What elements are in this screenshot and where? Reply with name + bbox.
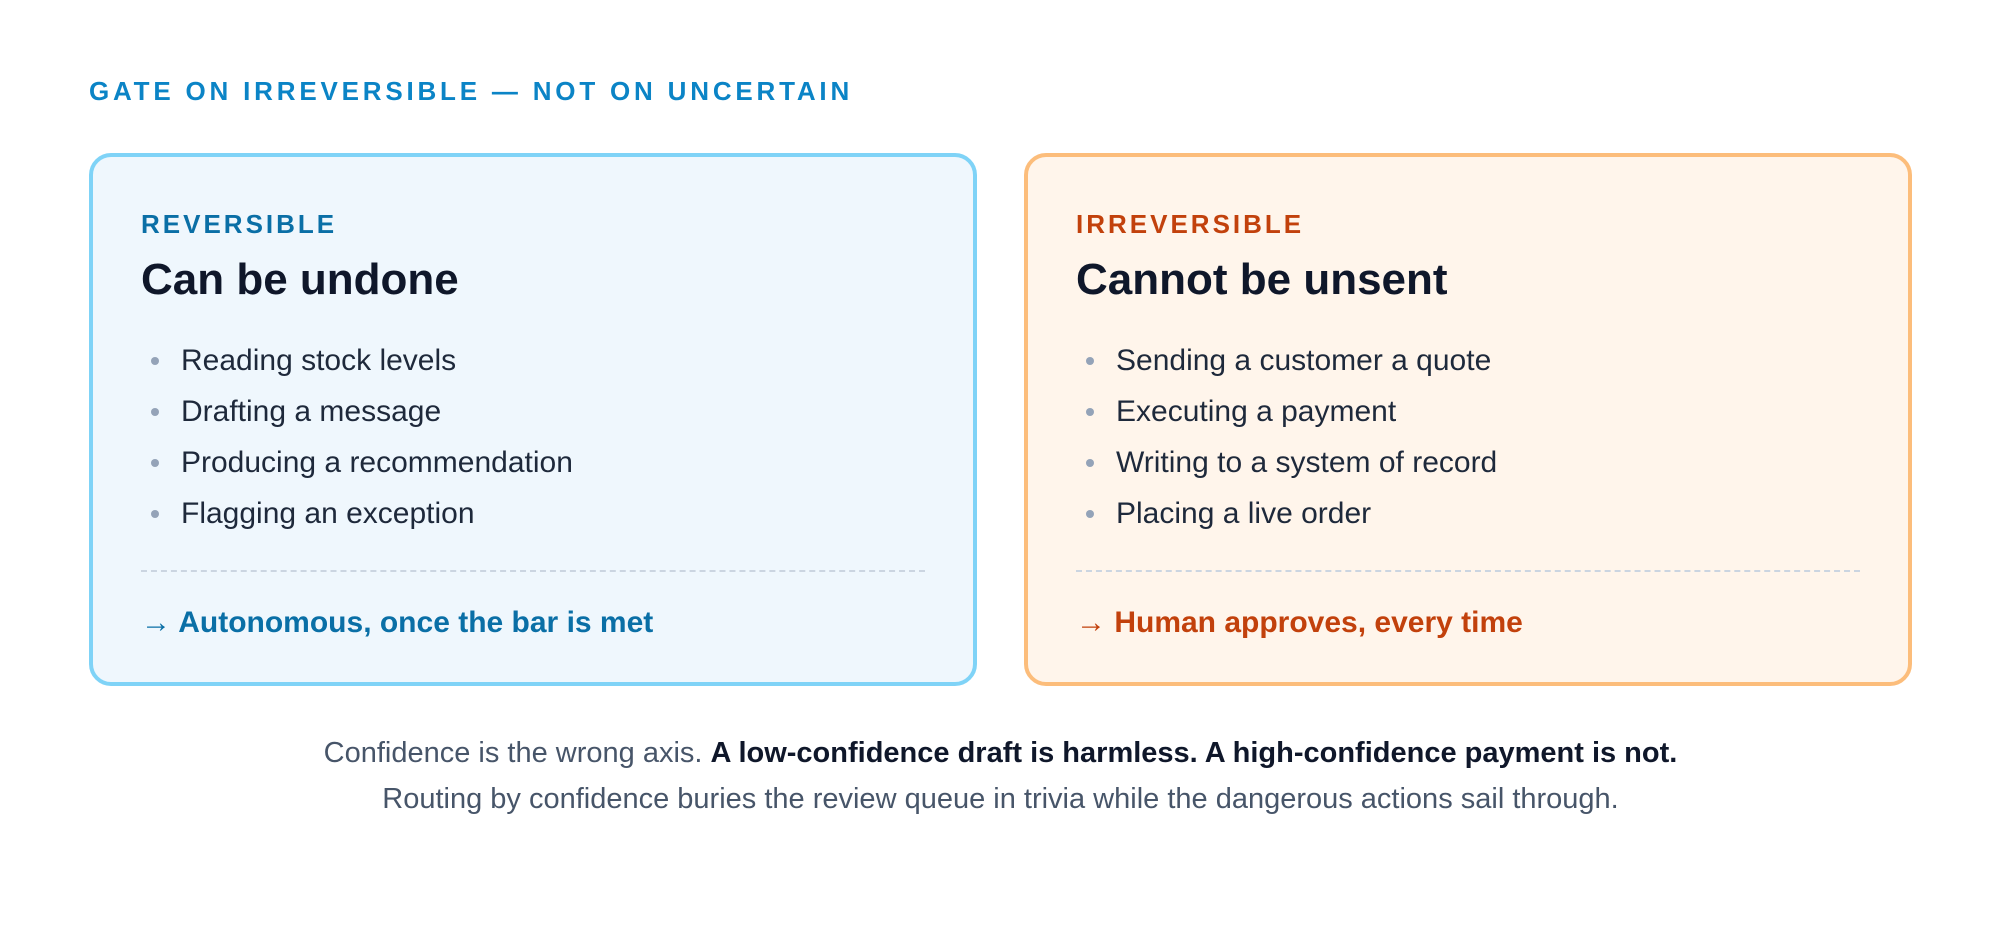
caption-line-2: Routing by confidence buries the review … [382, 783, 1619, 815]
caption-plain: Confidence is the wrong axis. [323, 737, 711, 769]
list-item: Sending a customer a quote [1076, 335, 1497, 386]
list-item: Executing a payment [1076, 386, 1497, 437]
irreversible-title: Cannot be unsent [1076, 255, 1448, 304]
caption-line-1: Confidence is the wrong axis. A low-conf… [89, 737, 1912, 770]
reversible-title: Can be undone [141, 255, 459, 304]
bullet-icon [1086, 459, 1094, 467]
list-item-label: Placing a live order [1116, 497, 1372, 530]
reversible-verdict: → Autonomous, once the bar is met [141, 606, 654, 639]
irreversible-kicker: IRREVERSIBLE [1076, 209, 1305, 239]
list-item: Flagging an exception [141, 488, 573, 539]
caption-emphasis: A low-confidence draft is harmless. A hi… [710, 737, 1678, 769]
bullet-icon [1086, 510, 1094, 518]
bullet-icon [1086, 357, 1094, 365]
list-item-label: Writing to a system of record [1116, 446, 1498, 479]
list-item: Drafting a message [141, 386, 573, 437]
list-item-label: Producing a recommendation [181, 446, 573, 479]
list-item-label: Sending a customer a quote [1116, 344, 1492, 377]
list-item: Writing to a system of record [1076, 437, 1497, 488]
list-item: Producing a recommendation [141, 437, 573, 488]
irreversible-verdict: → Human approves, every time [1076, 606, 1523, 639]
section-eyebrow: GATE ON IRREVERSIBLE — NOT ON UNCERTAIN [89, 76, 854, 106]
irreversible-action-list: Sending a customer a quote Executing a p… [1076, 335, 1497, 539]
list-item: Placing a live order [1076, 488, 1497, 539]
list-item-label: Executing a payment [1116, 395, 1397, 428]
reversible-action-list: Reading stock levels Drafting a message … [141, 335, 573, 539]
irreversible-card: IRREVERSIBLE Cannot be unsent Sending a … [1024, 153, 1912, 686]
list-item-label: Reading stock levels [181, 344, 457, 377]
list-item: Reading stock levels [141, 335, 573, 386]
bullet-icon [151, 357, 159, 365]
list-item-label: Flagging an exception [181, 497, 475, 530]
bullet-icon [151, 459, 159, 467]
bullet-icon [151, 510, 159, 518]
reversible-card: REVERSIBLE Can be undone Reading stock l… [89, 153, 977, 686]
bullet-icon [151, 408, 159, 416]
list-item-label: Drafting a message [181, 395, 442, 428]
bullet-icon [1086, 408, 1094, 416]
card-divider [1076, 570, 1860, 572]
reversible-kicker: REVERSIBLE [141, 209, 338, 239]
card-divider [141, 570, 925, 572]
